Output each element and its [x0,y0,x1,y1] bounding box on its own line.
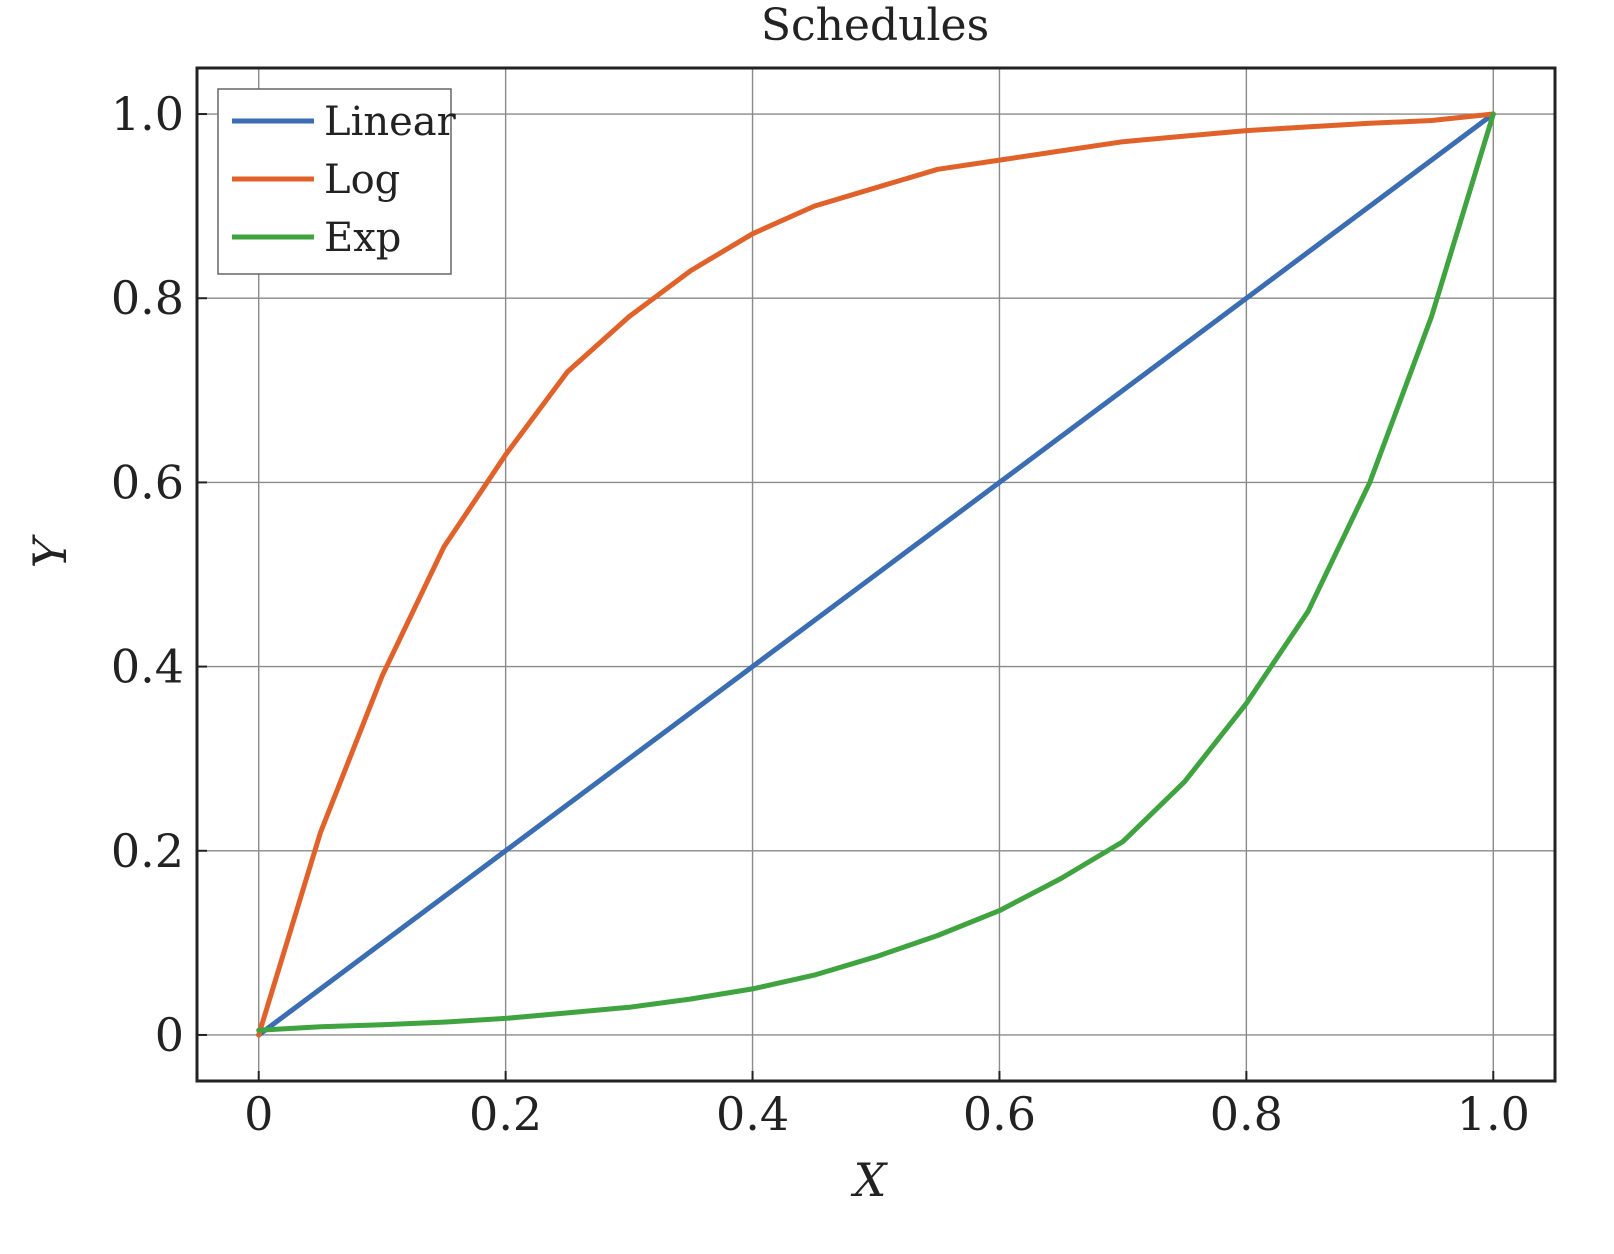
y-tick-label: 0.2 [111,824,184,878]
y-tick-label: 0.4 [111,640,184,694]
x-tick-labels: 0 0.2 0.4 0.6 0.8 1.0 [244,1087,1530,1141]
x-tick-label: 0.8 [1210,1087,1283,1141]
x-tick-label: 0.2 [469,1087,542,1141]
chart-title: Schedules [761,0,989,51]
x-tick-label: 0.6 [963,1087,1036,1141]
series-line-linear [256,111,1496,1038]
y-axis-label: Y [23,533,77,568]
series-line-exp [256,111,1496,1033]
legend-label: Log [324,157,400,203]
x-axis-label: X [851,1153,889,1207]
legend-label: Exp [324,215,401,261]
y-tick-labels: 0 0.2 0.4 0.6 0.8 1.0 [111,87,184,1062]
axis-ticks [197,113,1495,1081]
y-tick-label: 0.6 [111,455,184,509]
plot-frame [195,66,1557,1083]
y-tick-label: 0 [155,1008,184,1062]
x-tick-label: 1.0 [1457,1087,1530,1141]
y-tick-label: 0.8 [111,271,184,325]
legend: Linear Log Exp [217,88,457,275]
y-tick-label: 1.0 [111,87,184,141]
x-tick-label: 0 [244,1087,273,1141]
series-line-log [256,111,1496,1038]
series-layer [256,111,1496,1038]
legend-label: Linear [324,99,457,145]
x-tick-label: 0.4 [716,1087,789,1141]
